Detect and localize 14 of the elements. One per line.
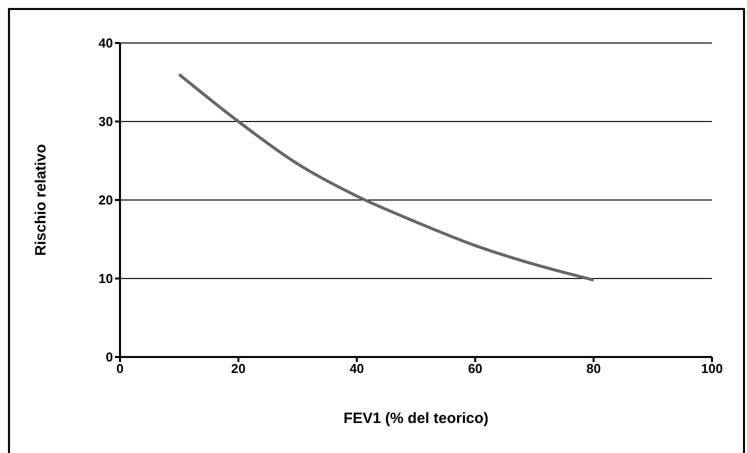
x-tick-label: 60 xyxy=(468,361,482,376)
y-tick-label: 30 xyxy=(98,114,113,130)
x-tick-label: 100 xyxy=(701,361,723,376)
y-axis-title: Rischio relativo xyxy=(32,144,50,256)
x-axis-title: FEV1 (% del teorico) xyxy=(343,410,489,427)
y-tick-label: 40 xyxy=(98,36,113,51)
line-series xyxy=(178,72,596,282)
x-tick-label: 0 xyxy=(116,361,124,376)
x-tick-label: 80 xyxy=(586,361,601,376)
x-tick-label: 20 xyxy=(231,361,246,376)
y-tick-label: 10 xyxy=(98,271,113,286)
x-tick-label: 40 xyxy=(350,361,364,376)
y-tick-label: 20 xyxy=(98,192,113,208)
y-tick-label: 0 xyxy=(106,350,113,365)
